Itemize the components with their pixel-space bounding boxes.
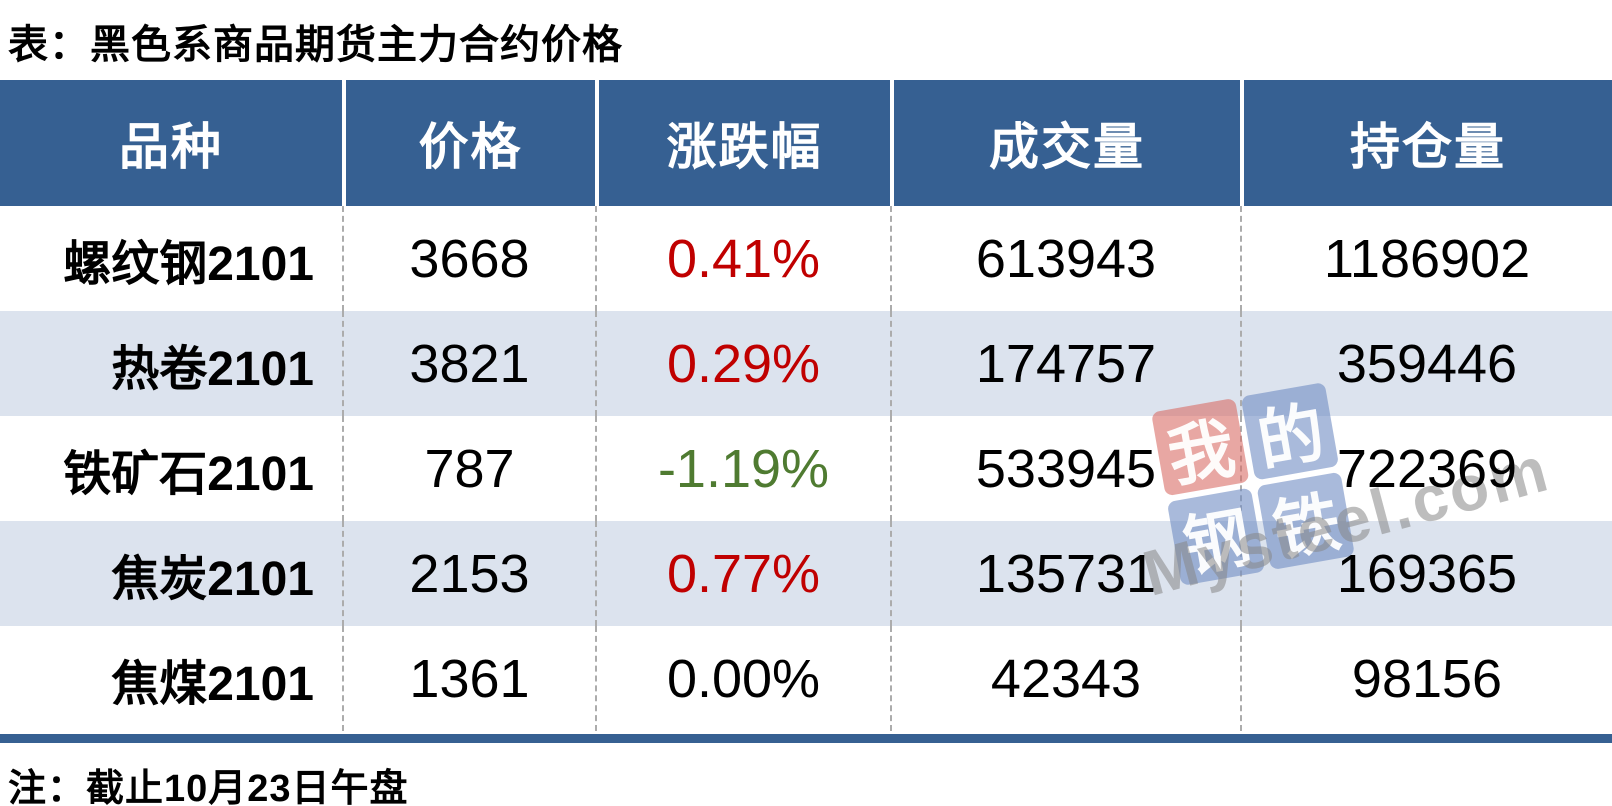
- change-percent: 0.41%: [666, 228, 821, 289]
- contract-name: 热卷2101: [111, 342, 314, 396]
- volume-value: 135731: [975, 543, 1157, 604]
- footnote: 注：截止10月23日午盘: [8, 768, 409, 806]
- contract-name: 焦煤2101: [111, 657, 314, 711]
- contract-name: 焦炭2101: [111, 552, 314, 606]
- futures-table: 品种 价格 涨跌幅 成交量 持仓量 螺纹钢2101 3668 0.41% 613…: [0, 80, 1612, 743]
- table-row: 焦煤2101 1361 0.00% 42343 98156: [0, 626, 1612, 731]
- price-value: 787: [424, 438, 515, 499]
- table-row: 铁矿石2101 787 -1.19% 533945 722369: [0, 416, 1612, 521]
- header-open-interest: 持仓量: [1240, 80, 1612, 206]
- table-bottom-border: [0, 734, 1612, 743]
- price-value: 3668: [409, 228, 530, 289]
- price-value: 1361: [409, 648, 530, 709]
- change-percent: -1.19%: [657, 438, 830, 499]
- open-interest-value: 722369: [1336, 438, 1518, 499]
- volume-value: 533945: [975, 438, 1157, 499]
- change-percent: 0.00%: [666, 648, 821, 709]
- open-interest-value: 1186902: [1323, 228, 1531, 289]
- open-interest-value: 98156: [1351, 648, 1503, 709]
- price-value: 3821: [409, 333, 530, 394]
- open-interest-value: 169365: [1336, 543, 1518, 604]
- volume-value: 42343: [990, 648, 1142, 709]
- change-percent: 0.77%: [666, 543, 821, 604]
- table-row: 螺纹钢2101 3668 0.41% 613943 1186902: [0, 206, 1612, 311]
- header-change: 涨跌幅: [595, 80, 890, 206]
- contract-name: 螺纹钢2101: [63, 237, 314, 291]
- header-variety: 品种: [119, 119, 223, 175]
- price-value: 2153: [409, 543, 530, 604]
- header-volume: 成交量: [890, 80, 1240, 206]
- volume-value: 174757: [975, 333, 1157, 394]
- table-row: 焦炭2101 2153 0.77% 135731 169365: [0, 521, 1612, 626]
- page-title: 表：黑色系商品期货主力合约价格: [8, 23, 623, 67]
- open-interest-value: 359446: [1336, 333, 1518, 394]
- table-row: 热卷2101 3821 0.29% 174757 359446: [0, 311, 1612, 416]
- volume-value: 613943: [975, 228, 1157, 289]
- table-header-row: 品种 价格 涨跌幅 成交量 持仓量: [0, 80, 1612, 206]
- header-price: 价格: [342, 80, 595, 206]
- contract-name: 铁矿石2101: [63, 447, 314, 501]
- table-body: 螺纹钢2101 3668 0.41% 613943 1186902 热卷2101…: [0, 206, 1612, 731]
- change-percent: 0.29%: [666, 333, 821, 394]
